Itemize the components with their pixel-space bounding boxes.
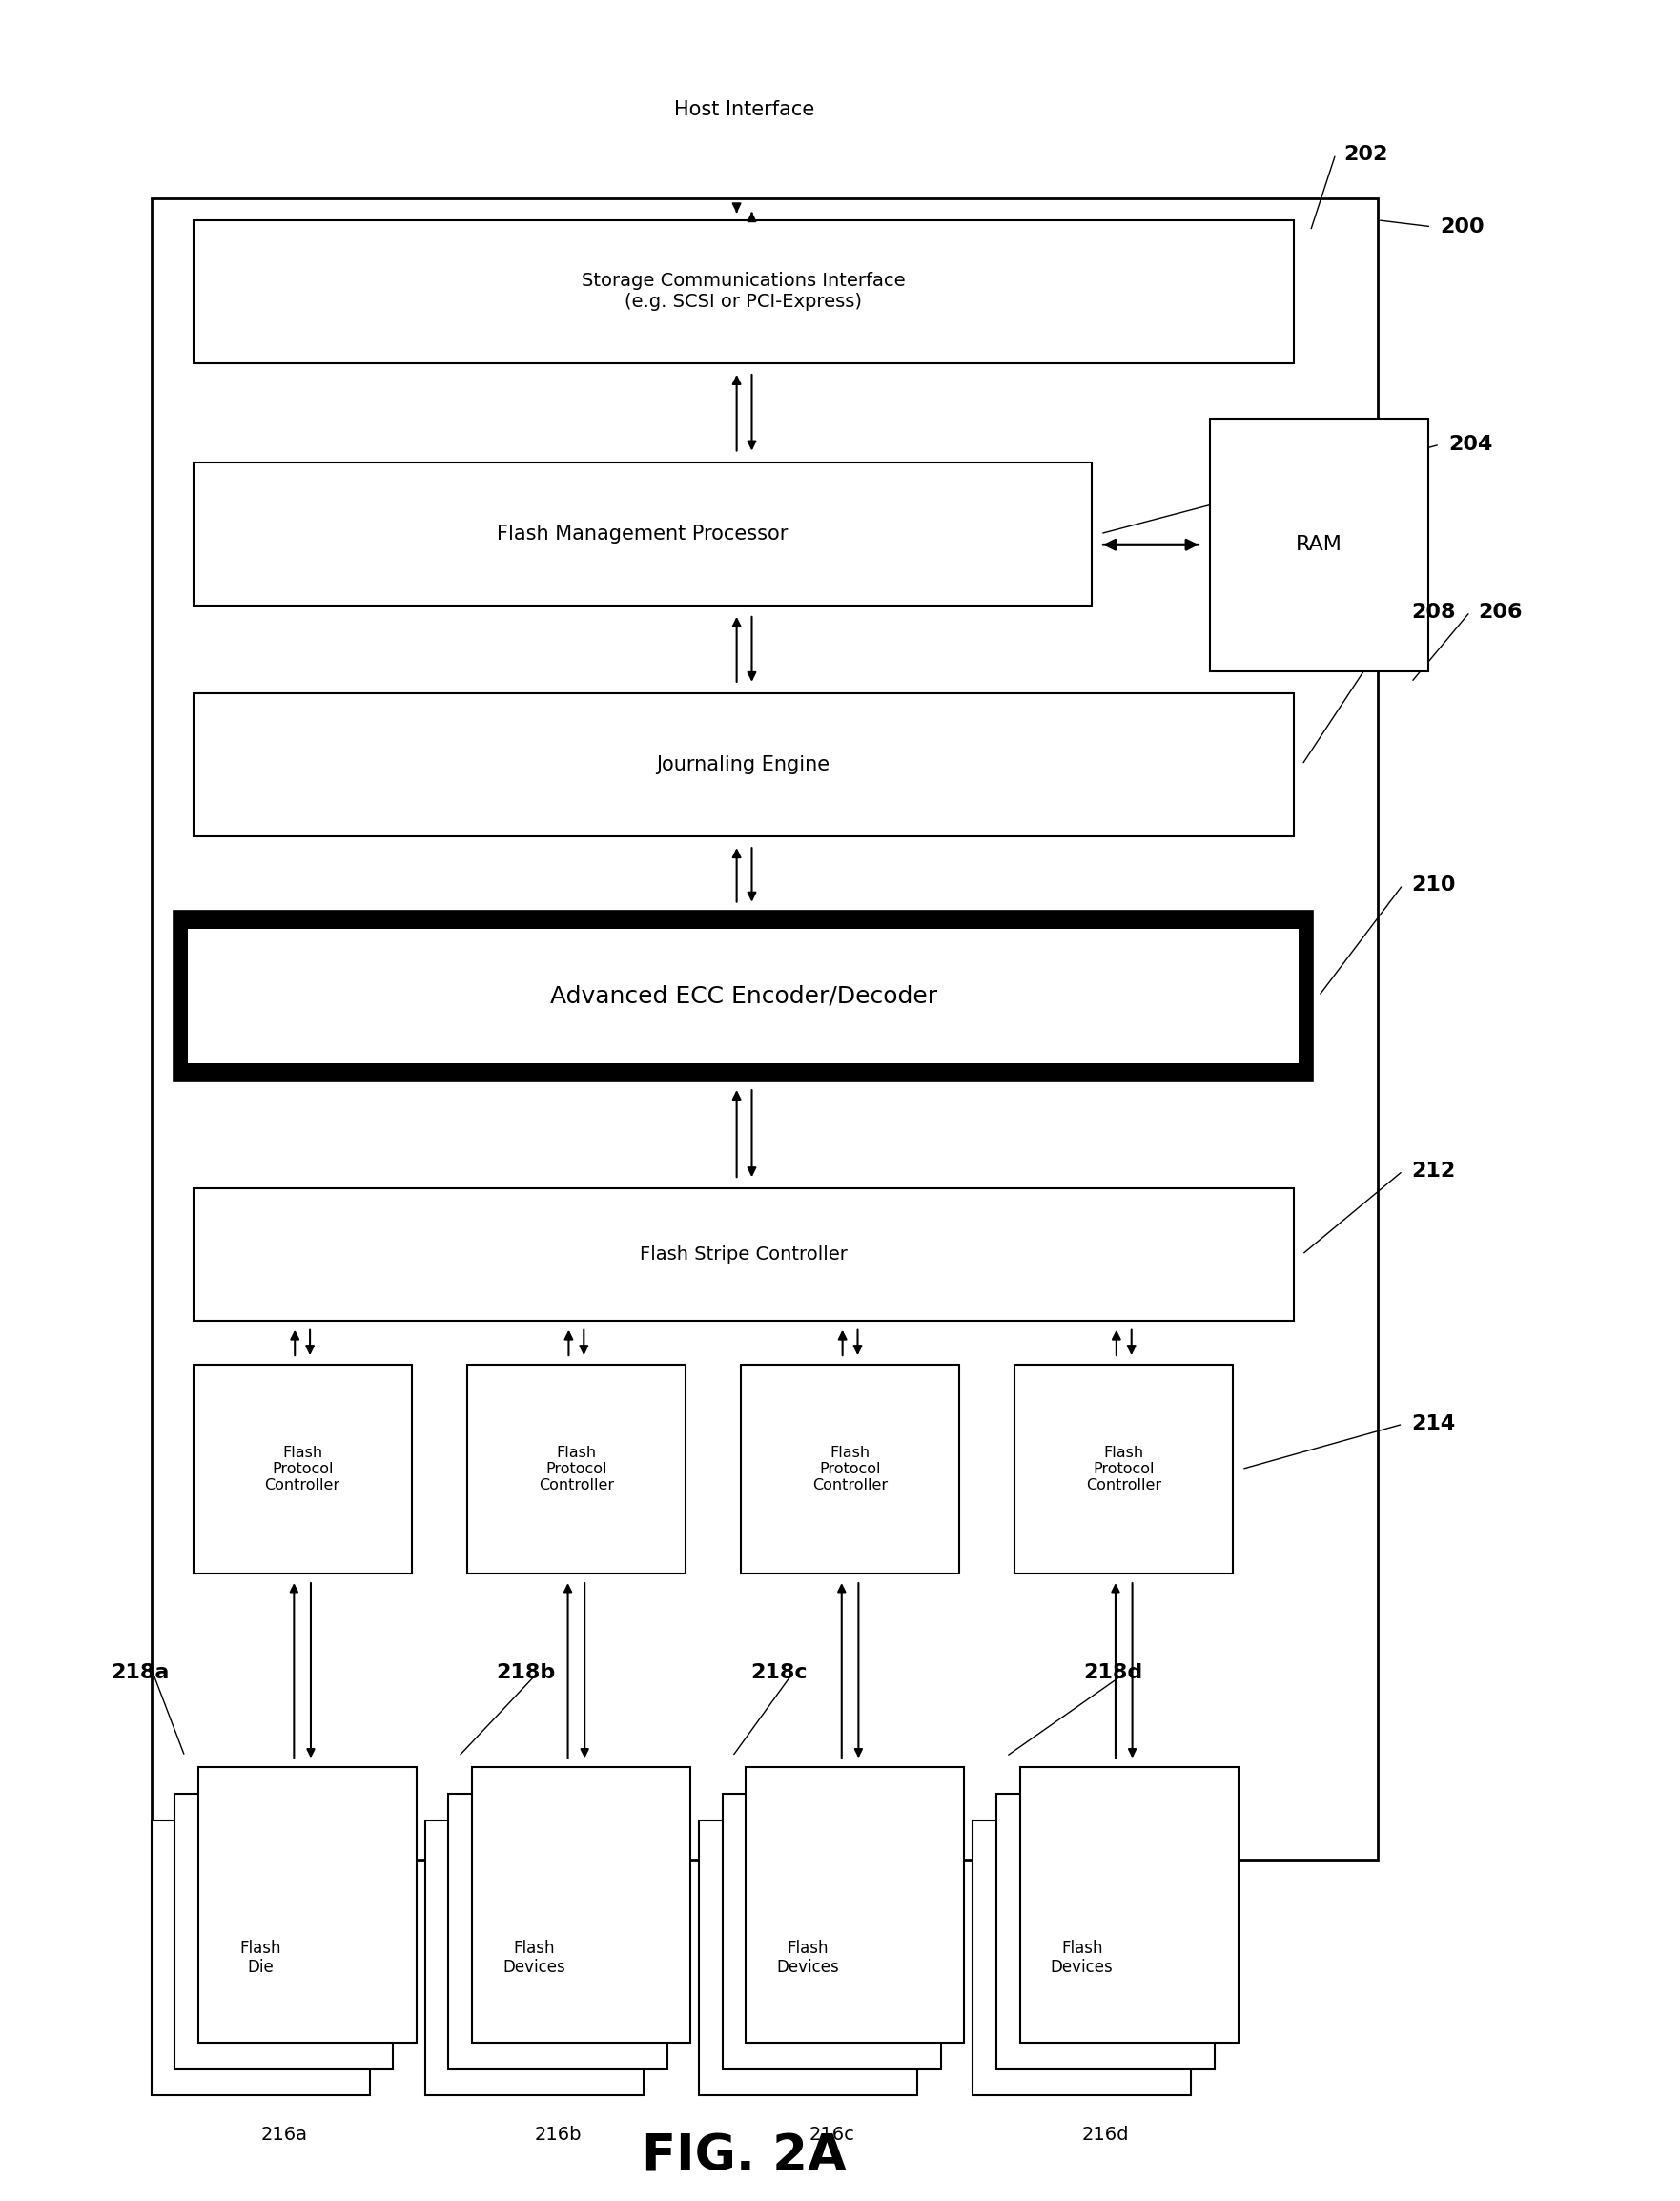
Text: Flash
Die: Flash Die xyxy=(240,1939,281,1976)
Text: Host Interface: Host Interface xyxy=(674,101,815,119)
Bar xyxy=(746,1767,964,2043)
Text: Storage Communications Interface
(e.g. SCSI or PCI-Express): Storage Communications Interface (e.g. S… xyxy=(581,273,906,310)
Text: 218b: 218b xyxy=(496,1664,554,1682)
Text: 200: 200 xyxy=(1440,218,1483,236)
Bar xyxy=(193,693,1294,836)
Text: Advanced ECC Encoder/Decoder: Advanced ECC Encoder/Decoder xyxy=(549,984,937,1008)
Text: 216d: 216d xyxy=(1082,2126,1129,2144)
Bar xyxy=(1015,1365,1233,1574)
Bar xyxy=(722,1794,941,2069)
Text: 218d: 218d xyxy=(1084,1664,1142,1682)
Text: 216a: 216a xyxy=(260,2126,307,2144)
Text: Flash
Protocol
Controller: Flash Protocol Controller xyxy=(1087,1446,1161,1492)
Bar xyxy=(973,1820,1191,2095)
Text: Journaling Engine: Journaling Engine xyxy=(657,755,830,775)
Bar xyxy=(996,1794,1215,2069)
Text: 218a: 218a xyxy=(111,1664,170,1682)
Text: 212: 212 xyxy=(1411,1162,1455,1180)
Text: Flash
Devices: Flash Devices xyxy=(502,1939,566,1976)
Bar xyxy=(193,220,1294,363)
Bar xyxy=(1210,418,1428,671)
Text: 216b: 216b xyxy=(534,2126,581,2144)
Text: 218c: 218c xyxy=(751,1664,808,1682)
Text: 204: 204 xyxy=(1448,436,1492,453)
Bar xyxy=(198,1767,417,2043)
Text: Flash
Protocol
Controller: Flash Protocol Controller xyxy=(539,1446,613,1492)
Text: Flash
Devices: Flash Devices xyxy=(1050,1939,1114,1976)
Bar xyxy=(472,1767,690,2043)
Text: RAM: RAM xyxy=(1295,535,1342,555)
Bar xyxy=(425,1820,643,2095)
Text: 216c: 216c xyxy=(808,2126,855,2144)
Bar xyxy=(467,1365,685,1574)
Bar xyxy=(193,1189,1294,1321)
Bar xyxy=(699,1820,917,2095)
Bar xyxy=(1020,1767,1238,2043)
Bar xyxy=(188,929,1299,1063)
Bar xyxy=(193,462,1092,605)
Bar xyxy=(449,1794,667,2069)
Text: 208: 208 xyxy=(1411,603,1455,621)
Bar xyxy=(741,1365,959,1574)
Bar xyxy=(151,1820,370,2095)
Text: Flash
Devices: Flash Devices xyxy=(776,1939,840,1976)
Bar xyxy=(176,913,1310,1078)
Text: Flash Stripe Controller: Flash Stripe Controller xyxy=(640,1246,847,1263)
Text: FIG. 2A: FIG. 2A xyxy=(642,2133,847,2181)
Text: 214: 214 xyxy=(1411,1415,1455,1433)
Text: Flash Management Processor: Flash Management Processor xyxy=(497,524,788,544)
Text: Flash
Protocol
Controller: Flash Protocol Controller xyxy=(813,1446,887,1492)
Text: Flash
Protocol
Controller: Flash Protocol Controller xyxy=(265,1446,339,1492)
Text: 210: 210 xyxy=(1411,876,1455,894)
Text: 202: 202 xyxy=(1344,145,1388,163)
Bar xyxy=(175,1794,393,2069)
Bar xyxy=(193,1365,412,1574)
Bar xyxy=(151,198,1378,1860)
Text: 206: 206 xyxy=(1478,603,1522,621)
